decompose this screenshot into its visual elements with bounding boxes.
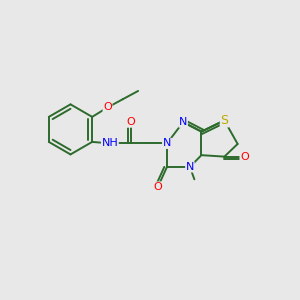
Text: N: N bbox=[186, 162, 194, 172]
Text: O: O bbox=[103, 103, 112, 112]
Text: O: O bbox=[240, 152, 249, 162]
Text: N: N bbox=[179, 117, 187, 127]
Text: NH: NH bbox=[101, 138, 118, 148]
Text: S: S bbox=[220, 114, 228, 127]
Text: N: N bbox=[163, 138, 171, 148]
Text: O: O bbox=[154, 182, 163, 192]
Text: O: O bbox=[127, 117, 135, 127]
Text: N: N bbox=[163, 138, 171, 148]
